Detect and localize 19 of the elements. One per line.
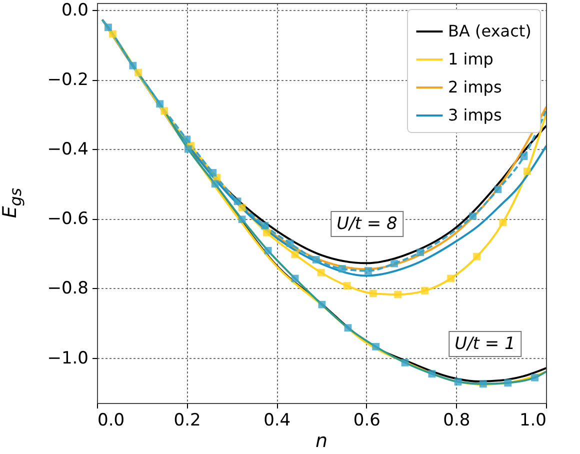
x-tick-label: 0.8 <box>443 410 470 430</box>
y-tick-label: −0.4 <box>47 140 88 160</box>
y-tick-label: −0.2 <box>47 70 88 90</box>
x-tick-label: 0.4 <box>264 410 291 430</box>
y-tick-label: −1.0 <box>47 348 88 368</box>
annotation: U/t = 1 <box>448 331 522 357</box>
annotation: U/t = 8 <box>330 211 404 237</box>
x-tick-label: 0.6 <box>353 410 380 430</box>
y-tick-label: −0.6 <box>47 209 88 230</box>
legend-label: 1 imp <box>448 50 494 68</box>
legend-label: BA (exact) <box>448 22 532 40</box>
y-tick-label: 0.0 <box>61 0 88 20</box>
legend-label: 3 imps <box>448 106 502 124</box>
x-tick-label: 1.0 <box>519 410 546 430</box>
x-axis-title: n <box>315 430 328 452</box>
legend-label: 2 imps <box>448 78 502 96</box>
x-tick-label: 0.2 <box>174 410 201 430</box>
x-tick-label: 0.0 <box>98 410 125 430</box>
y-tick-label: −0.8 <box>47 278 88 299</box>
